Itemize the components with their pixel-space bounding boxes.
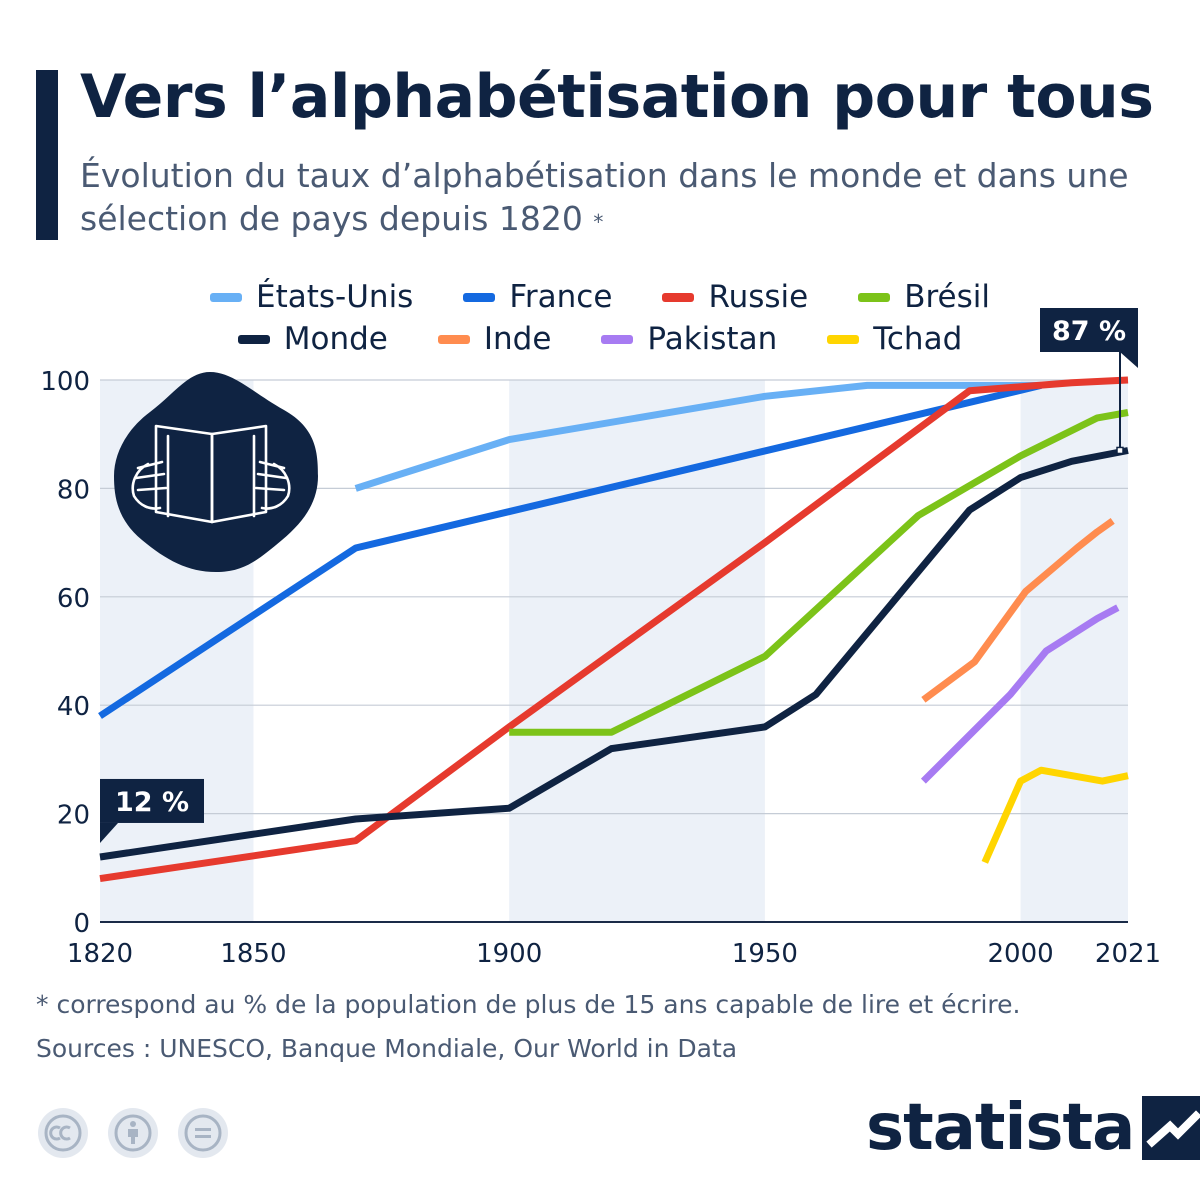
series-line-monde xyxy=(99,447,1129,861)
y-axis-tick-labels: 0 20 40 60 80 100 xyxy=(40,367,90,939)
gridlines xyxy=(100,379,1128,923)
statista-logo-icon[interactable] xyxy=(1142,1096,1200,1160)
series-line-russie xyxy=(99,376,1129,883)
footnote: * correspond au % de la population de pl… xyxy=(36,990,1021,1019)
y-tick-label: 100 xyxy=(40,367,90,397)
series-line-tchad xyxy=(981,766,1129,864)
legend-item-bresil: Brésil xyxy=(858,279,990,315)
legend: États-Unis France Russie Brésil Monde Inde Pa… xyxy=(0,276,1200,360)
annotation-callout: 87 % xyxy=(1040,308,1138,455)
x-tick-label: 1850 xyxy=(220,939,286,969)
legend-swatch xyxy=(210,292,242,302)
legend-label: Monde xyxy=(283,321,388,357)
y-tick-label: 20 xyxy=(57,801,90,831)
book-illustration xyxy=(114,372,318,572)
license-icons xyxy=(36,1106,230,1160)
callout-pointer xyxy=(1120,352,1138,368)
annotations: 12 % 87 % xyxy=(100,308,1138,843)
book-badge-shape xyxy=(114,372,318,572)
title-accent-bar xyxy=(36,70,58,240)
x-tick-label: 1950 xyxy=(732,939,798,969)
legend-swatch xyxy=(237,334,270,344)
legend-label: Brésil xyxy=(904,279,990,315)
series-line-bresil xyxy=(509,409,1129,736)
attribution-icon[interactable] xyxy=(106,1106,160,1160)
series-lines xyxy=(98,376,1129,883)
annotation-callout: 12 % xyxy=(100,778,204,843)
annotation-label: 12 % xyxy=(115,787,189,818)
statista-wordmark: statista xyxy=(866,1091,1135,1165)
annotation-label: 87 % xyxy=(1052,316,1126,347)
legend-item-russie: Russie xyxy=(662,279,808,315)
chart-title: Vers l’alphabétisation pour tous xyxy=(80,62,1154,132)
series-line-france xyxy=(98,381,1042,719)
legend-row-2: Monde Inde Pakistan Tchad xyxy=(0,318,1200,360)
series-line-inde xyxy=(921,518,1115,703)
legend-item-pakistan: Pakistan xyxy=(601,321,777,357)
subtitle-footnote-mark: * xyxy=(593,210,604,234)
legend-item-inde: Inde xyxy=(437,321,552,357)
legend-swatch xyxy=(662,292,695,302)
line-chart: 0 20 40 60 80 100 1820 1850 1900 1950 2000 2021 12… xyxy=(40,308,1161,969)
book-icon xyxy=(131,424,291,524)
legend-label: Tchad xyxy=(873,321,963,357)
series-line-pakistan xyxy=(920,604,1120,784)
legend-label: France xyxy=(509,279,613,315)
legend-label: Inde xyxy=(483,321,552,357)
legend-row-1: États-Unis France Russie Brésil xyxy=(0,276,1200,318)
legend-swatch xyxy=(858,292,891,302)
callout-box xyxy=(1040,308,1138,352)
legend-label: Pakistan xyxy=(647,321,778,357)
legend-swatch xyxy=(827,334,860,344)
legend-swatch xyxy=(463,292,496,302)
legend-label: États-Unis xyxy=(256,279,414,315)
legend-item-france: France xyxy=(463,279,612,315)
callout-box xyxy=(100,778,204,823)
legend-label: Russie xyxy=(708,279,809,315)
legend-item-monde: Monde xyxy=(237,321,388,357)
column-band xyxy=(509,380,765,922)
callout-marker xyxy=(1116,446,1124,455)
x-axis-tick-labels: 1820 1850 1900 1950 2000 2021 xyxy=(67,939,1161,969)
series-line-etats-unis xyxy=(354,381,1042,492)
legend-item-etats-unis: États-Unis xyxy=(210,279,413,315)
y-tick-label: 80 xyxy=(57,475,90,505)
x-tick-label: 2021 xyxy=(1095,939,1161,969)
x-tick-label: 2000 xyxy=(988,939,1054,969)
chart-subtitle: Évolution du taux d’alphabétisation dans… xyxy=(80,154,1170,240)
callout-pointer xyxy=(100,822,118,843)
y-tick-label: 40 xyxy=(57,692,90,722)
statista-brand: statista xyxy=(866,1096,1200,1160)
legend-swatch xyxy=(437,334,470,344)
legend-swatch xyxy=(601,334,634,344)
x-tick-label: 1900 xyxy=(476,939,542,969)
y-tick-label: 60 xyxy=(57,584,90,614)
legend-item-tchad: Tchad xyxy=(827,321,962,357)
sources: Sources : UNESCO, Banque Mondiale, Our W… xyxy=(36,1034,738,1063)
no-derivatives-icon[interactable] xyxy=(176,1106,230,1160)
subtitle-text: Évolution du taux d’alphabétisation dans… xyxy=(80,156,1129,238)
creative-commons-icon[interactable] xyxy=(36,1106,90,1160)
y-tick-label: 0 xyxy=(73,909,90,939)
x-tick-label: 1820 xyxy=(67,939,133,969)
